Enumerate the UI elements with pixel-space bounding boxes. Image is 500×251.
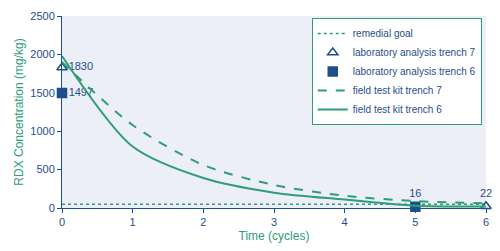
svg-text:3: 3	[271, 216, 277, 228]
svg-text:1: 1	[130, 216, 136, 228]
svg-text:field test kit trench 7: field test kit trench 7	[353, 85, 442, 96]
svg-text:0: 0	[49, 202, 55, 214]
svg-text:16: 16	[409, 187, 421, 199]
svg-text:1830: 1830	[69, 60, 93, 72]
svg-text:22: 22	[480, 187, 492, 199]
svg-text:4: 4	[342, 216, 348, 228]
svg-text:0: 0	[59, 216, 65, 228]
svg-text:1500: 1500	[30, 87, 54, 99]
svg-text:5: 5	[412, 216, 418, 228]
svg-text:field test kit trench 6: field test kit trench 6	[353, 104, 442, 115]
svg-text:2500: 2500	[30, 10, 54, 22]
svg-text:Time (cycles): Time (cycles)	[239, 229, 310, 243]
svg-text:laboratory analysis trench 7: laboratory analysis trench 7	[353, 47, 476, 58]
svg-text:RDX Concentration (mg/kg): RDX Concentration (mg/kg)	[12, 38, 26, 185]
svg-text:1000: 1000	[30, 125, 54, 137]
svg-text:1497: 1497	[69, 86, 93, 98]
svg-text:laboratory analysis trench 6: laboratory analysis trench 6	[353, 66, 476, 77]
svg-text:2000: 2000	[30, 48, 54, 60]
svg-text:6: 6	[483, 216, 489, 228]
svg-text:500: 500	[36, 163, 54, 175]
svg-text:2: 2	[200, 216, 206, 228]
svg-text:remedial goal: remedial goal	[353, 28, 413, 39]
